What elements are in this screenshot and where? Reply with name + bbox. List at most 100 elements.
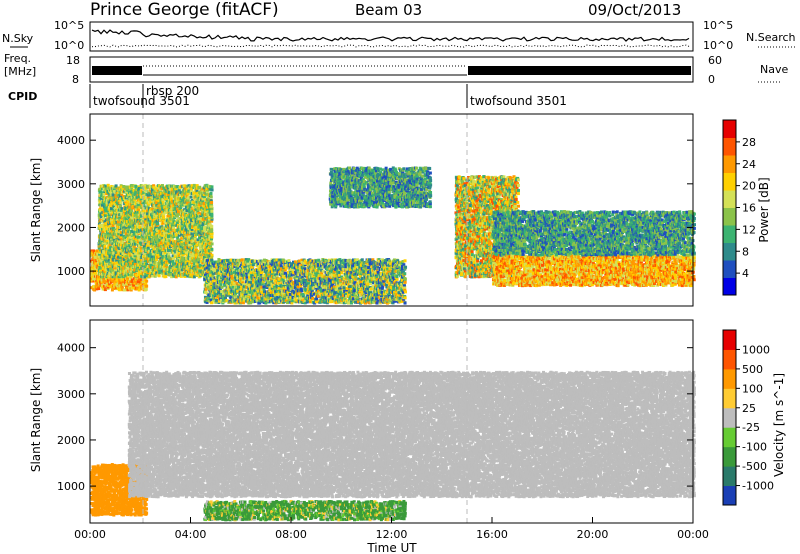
heatmap-cell [352, 166, 356, 170]
heatmap-cell [96, 252, 100, 256]
heatmap-cell [119, 233, 123, 237]
nsearch-tick-bottom: 10^0 [703, 39, 733, 52]
heatmap-cell [111, 224, 115, 228]
heatmap-cell [105, 198, 109, 202]
heatmap-cell [93, 288, 97, 292]
heatmap-cell [210, 228, 214, 232]
heatmap-cell [100, 203, 104, 207]
heatmap-cell [94, 272, 98, 276]
heatmap-cell [105, 253, 109, 257]
heatmap-cell [112, 265, 116, 269]
heatmap-cell [144, 287, 148, 291]
heatmap-cell [210, 235, 214, 239]
heatmap-cell [119, 231, 123, 235]
heatmap-cell [98, 195, 102, 199]
nsky-label: N.Sky [2, 32, 34, 45]
heatmap-cell [99, 203, 103, 207]
heatmap-cell [107, 199, 111, 203]
heatmap-cell [137, 235, 141, 239]
heatmap-cell [120, 238, 124, 242]
heatmap-cell [106, 270, 110, 274]
heatmap-cell [107, 186, 111, 190]
heatmap-cell [116, 210, 120, 214]
heatmap-cell [92, 279, 96, 283]
heatmap-cell [91, 275, 95, 279]
heatmap-cell [108, 254, 112, 258]
heatmap-cell [109, 280, 113, 284]
heatmap-cell [109, 203, 113, 207]
freq-tick-bottom: 8 [72, 73, 79, 86]
heatmap-cell [98, 187, 102, 191]
nave-tick-top: 60 [708, 54, 722, 67]
heatmap-cell [122, 266, 126, 270]
heatmap-cell [124, 273, 128, 277]
heatmap-cell [97, 246, 101, 250]
heatmap-cell [115, 258, 119, 262]
heatmap-cell [120, 192, 124, 196]
heatmap-cell [131, 285, 135, 289]
heatmap-cell [160, 184, 164, 188]
heatmap-cell [106, 183, 110, 187]
heatmap-cell [111, 226, 115, 230]
heatmap-cell [108, 235, 112, 239]
heatmap-cell [123, 264, 127, 268]
heatmap-cell [108, 192, 112, 196]
heatmap-cell [109, 207, 113, 211]
heatmap-cell [109, 218, 113, 222]
heatmap-cell [112, 196, 116, 200]
heatmap-cell [127, 243, 131, 247]
heatmap-cell [124, 255, 128, 259]
heatmap-cell [115, 278, 119, 282]
heatmap-cell [107, 213, 111, 217]
heatmap-cell [133, 279, 137, 283]
heatmap-cell [94, 279, 98, 283]
nave-label: Nave [760, 63, 788, 76]
heatmap-cell [101, 201, 105, 205]
heatmap-cell [122, 227, 126, 231]
heatmap-cell [126, 244, 130, 248]
freq-band-2 [468, 66, 691, 75]
heatmap-cell [112, 193, 116, 197]
heatmap-cell [129, 277, 133, 281]
heatmap-cell [114, 271, 118, 275]
heatmap-cell [110, 228, 114, 232]
heatmap-cell [104, 256, 108, 260]
heatmap-cell [125, 203, 129, 207]
heatmap-cell [95, 287, 99, 291]
heatmap-cell [97, 287, 101, 291]
heatmap-cell [101, 253, 105, 257]
heatmap-cell [112, 228, 116, 232]
heatmap-cell [112, 276, 116, 280]
heatmap-cell [119, 201, 123, 205]
heatmap-cell [100, 268, 104, 272]
heatmap-cell [102, 241, 106, 245]
heatmap-cell [93, 270, 97, 274]
heatmap-cell [126, 276, 130, 280]
nsearch-trace [91, 44, 690, 48]
nsearch-tick-top: 10^5 [703, 19, 733, 32]
heatmap-cell [92, 256, 96, 260]
nsky-tick-bottom: 10^0 [54, 39, 84, 52]
heatmap-cell [108, 231, 112, 235]
heatmap-cell [107, 258, 111, 262]
heatmap-cell [100, 239, 104, 243]
heatmap-cell [112, 273, 116, 277]
heatmap-cell [99, 197, 103, 201]
heatmap-cell [144, 286, 148, 290]
heatmap-cell [112, 287, 116, 291]
heatmap-cell [176, 212, 180, 216]
heatmap-cell [126, 195, 130, 199]
heatmap-cell [108, 264, 112, 268]
cpid-segment-3: twofsound 3501 [470, 94, 567, 108]
heatmap-cell [104, 237, 108, 241]
heatmap-cell [125, 250, 129, 254]
heatmap-cell [210, 247, 214, 251]
heatmap-cell [210, 209, 214, 213]
heatmap-cell [108, 224, 112, 228]
heatmap-cell [92, 277, 96, 281]
heatmap-cell [116, 206, 120, 210]
nsearch-label: N.Search [746, 31, 796, 44]
heatmap-cell [123, 198, 127, 202]
heatmap-cell [122, 195, 126, 199]
